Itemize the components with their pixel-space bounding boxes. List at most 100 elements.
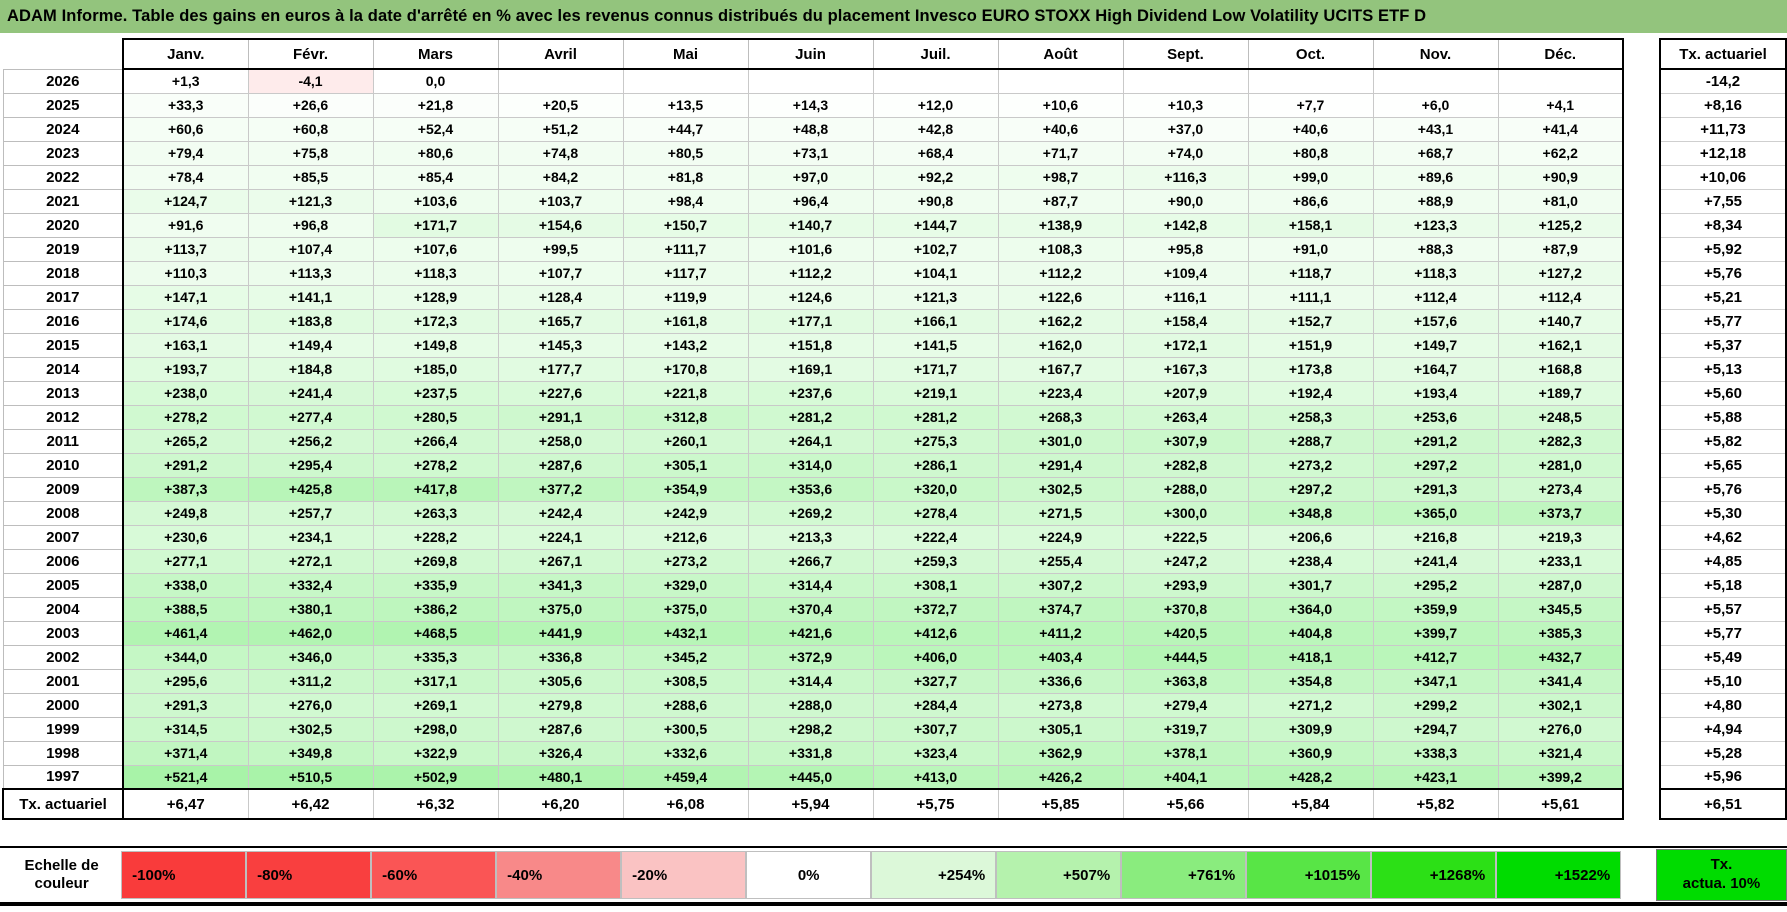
gain-cell: +336,6 [997,668,1124,694]
gain-cell: +338,3 [1372,740,1499,766]
gain-cell: +386,2 [372,596,499,622]
gain-cell: +242,4 [497,500,624,526]
gain-cell: +91,0 [1247,236,1374,262]
gain-cell: +37,0 [1122,116,1249,142]
gain-cell: +118,3 [1372,260,1499,286]
gain-cell: +249,8 [122,500,249,526]
gain-cell: +184,8 [247,356,374,382]
gain-cell: +80,5 [622,140,749,166]
table-row: 2008 +249,8 +257,7 +263,3 +242,4 +242,9 +269,2… [2,500,1624,526]
year-actuarial-rate-cell: +5,10 [1659,669,1787,694]
gain-cell: +177,7 [497,356,624,382]
gain-cell: +107,7 [497,260,624,286]
gain-cell: +183,8 [247,308,374,334]
year-actuarial-rate-cell: +5,18 [1659,573,1787,598]
gain-cell: +165,7 [497,308,624,334]
year-actuarial-rate-cell: +4,62 [1659,525,1787,550]
gain-cell: +13,5 [622,92,749,118]
gain-cell: +80,6 [372,140,499,166]
gain-cell: +227,6 [497,380,624,406]
gain-cell: +445,0 [747,764,874,790]
gain-cell: +192,4 [1247,380,1374,406]
gain-cell: +242,9 [622,500,749,526]
gain-cell: +418,1 [1247,644,1374,670]
gain-cell: +221,8 [622,380,749,406]
gain-cell: +124,6 [747,284,874,310]
table-row: 2013 +238,0 +241,4 +237,5 +227,6 +221,8 +237,6… [2,380,1624,406]
gain-cell: +109,4 [1122,260,1249,286]
gain-cell: +441,9 [497,620,624,646]
gain-cell: +113,7 [122,236,249,262]
gain-cell: +112,2 [997,260,1124,286]
year-label: 2006 [2,548,124,574]
color-scale-stop: +1268% [1371,851,1497,899]
gain-cell: +169,1 [747,356,874,382]
gain-cell [1497,68,1624,94]
gain-cell: +43,1 [1372,116,1499,142]
gain-cell: +74,0 [1122,140,1249,166]
month-header-row: Janv. Févr. Mars Avril Mai Juin Juil. Août Sept.… [3,38,1624,70]
year-actuarial-rate-cell: +8,34 [1659,213,1787,238]
gain-cell: +273,4 [1497,476,1624,502]
year-label: 1999 [2,716,124,742]
year-actuarial-rate-cell: +5,57 [1659,597,1787,622]
gain-cell: +12,0 [872,92,999,118]
gain-cell: +112,2 [747,260,874,286]
color-scale-stop: 0% [746,851,872,899]
gain-cell: +174,6 [122,308,249,334]
gain-cell: +42,8 [872,116,999,142]
gain-cell: +371,4 [122,740,249,766]
gain-cell: +269,2 [747,500,874,526]
year-label: 2004 [2,596,124,622]
gain-cell: +300,0 [1122,500,1249,526]
year-actuarial-rate-cell: +7,55 [1659,189,1787,214]
gain-cell: +141,1 [247,284,374,310]
gain-cell: +172,1 [1122,332,1249,358]
actuarial-rate-column-body: -14,2 +8,16 +11,73 +12,18 +10,06 +7,55 +8,34 +5… [1659,69,1787,790]
actuarial-rate-cell: +6,08 [622,788,749,820]
table-row: 2009 +387,3 +425,8 +417,8 +377,2 +354,9 +353,6… [2,476,1624,502]
gain-cell [997,68,1124,94]
gain-cell: +173,8 [1247,356,1374,382]
gain-cell: +121,3 [872,284,999,310]
gain-cell: +104,1 [872,260,999,286]
gain-cell: +372,7 [872,596,999,622]
gain-cell: +112,4 [1372,284,1499,310]
gain-cell: +101,6 [747,236,874,262]
gain-cell: +276,0 [247,692,374,718]
gain-cell: +309,9 [1247,716,1374,742]
gain-cell: +237,6 [747,380,874,406]
month-header: Févr. [247,38,374,70]
gain-cell: +320,0 [872,476,999,502]
gain-cell: +68,7 [1372,140,1499,166]
year-label: 2017 [2,284,124,310]
color-scale-stop: +507% [996,851,1122,899]
gain-cell: +271,5 [997,500,1124,526]
actuarial-rate-cell: +5,82 [1372,788,1499,820]
gain-cell: +423,1 [1372,764,1499,790]
gain-cell: +253,6 [1372,404,1499,430]
table-row: 2016 +174,6 +183,8 +172,3 +165,7 +161,8 +177,1… [2,308,1624,334]
gain-cell: +354,9 [622,476,749,502]
year-actuarial-rate-cell: +12,18 [1659,141,1787,166]
gain-cell: +336,8 [497,644,624,670]
gain-cell: +241,4 [1372,548,1499,574]
year-label: 2001 [2,668,124,694]
gain-cell: +268,3 [997,404,1124,430]
gain-cell: +287,6 [497,716,624,742]
gain-cell: +90,9 [1497,164,1624,190]
gain-cell: +258,0 [497,428,624,454]
table-row: 2010 +291,2 +295,4 +278,2 +287,6 +305,1 +314,0… [2,452,1624,478]
gain-cell: +280,5 [372,404,499,430]
gain-cell: +338,0 [122,572,249,598]
actuarial-rate-cell: +5,94 [747,788,874,820]
year-actuarial-rate-cell: +5,28 [1659,741,1787,766]
year-label: 2008 [2,500,124,526]
gain-cell: +359,9 [1372,596,1499,622]
gain-cell: +158,1 [1247,212,1374,238]
gain-cell: +279,4 [1122,692,1249,718]
year-actuarial-rate-cell: +8,16 [1659,93,1787,118]
year-actuarial-rate-cell: +5,76 [1659,477,1787,502]
year-actuarial-rate-cell: +5,77 [1659,309,1787,334]
table-body: 2026 +1,3 -4,1 0,0 2025 +33,3 +26,6 +21,8 +20,5 +… [2,68,1624,790]
